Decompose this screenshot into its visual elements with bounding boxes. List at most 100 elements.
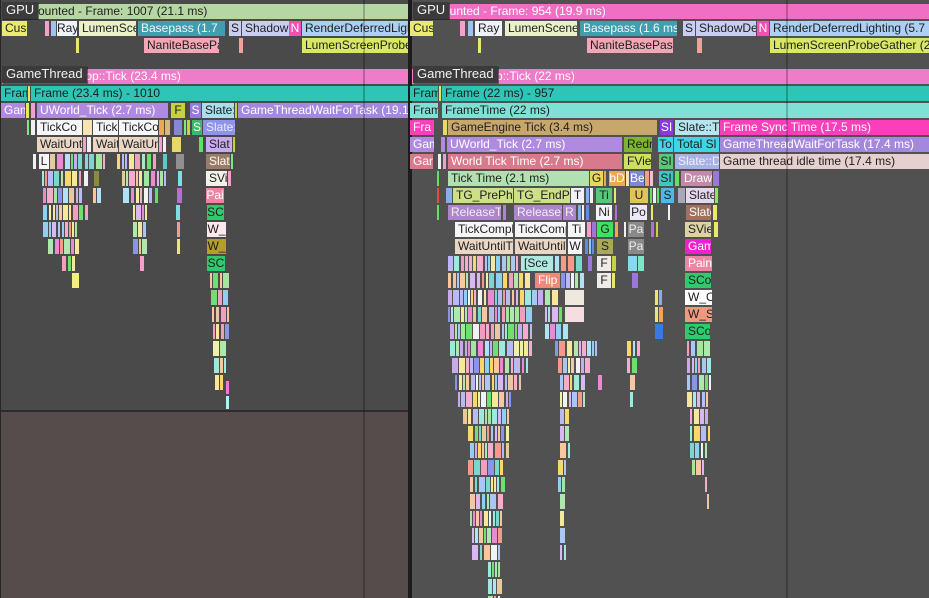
flame-bar-minor[interactable] — [457, 273, 459, 288]
flame-bar[interactable]: TG_EndPh — [514, 188, 570, 203]
flame-bar-minor[interactable] — [587, 341, 591, 356]
flame-bar[interactable]: S — [597, 239, 613, 254]
flame-bar[interactable]: LumenSce — [79, 21, 136, 36]
flame-bar-minor[interactable] — [157, 171, 159, 186]
flame-bar[interactable]: WaitUntilT — [455, 239, 513, 254]
flame-bar-minor[interactable] — [470, 511, 472, 526]
flame-bar-minor[interactable] — [627, 341, 631, 356]
flame-bar-minor[interactable] — [498, 494, 503, 509]
flame-bar[interactable] — [437, 205, 439, 220]
flame-bar-minor[interactable] — [455, 375, 457, 390]
flame-bar-minor[interactable] — [496, 511, 499, 526]
flame-bar-minor[interactable] — [223, 290, 228, 305]
flame-bar-minor[interactable] — [512, 290, 514, 305]
flame-bar-minor[interactable] — [448, 256, 453, 271]
flame-bar-minor[interactable] — [213, 324, 215, 339]
flame-bar-minor[interactable] — [136, 188, 139, 203]
flame-bar[interactable]: SI — [660, 120, 673, 135]
flame-bar[interactable] — [51, 21, 56, 36]
flame-bar-minor[interactable] — [687, 375, 690, 390]
flame-bar-minor[interactable] — [49, 222, 51, 237]
flame-bar-minor[interactable] — [564, 460, 566, 475]
flame-bar-minor[interactable] — [580, 273, 584, 288]
flame-bar[interactable] — [715, 188, 718, 203]
flame-bar-minor[interactable] — [545, 324, 549, 339]
flame-bar-minor[interactable] — [491, 324, 494, 339]
flame-bar[interactable] — [45, 21, 49, 36]
flame-bar-minor[interactable] — [502, 307, 505, 322]
flame-bar-minor[interactable] — [218, 290, 222, 305]
flame-bar-minor[interactable] — [117, 154, 120, 169]
flame-bar-minor[interactable] — [151, 171, 155, 186]
flame-bar-minor[interactable] — [697, 341, 703, 356]
flame-bar-minor[interactable] — [506, 290, 510, 305]
flame-bar[interactable]: GameEngine Tick (3.4 ms) — [448, 120, 657, 135]
flame-bar[interactable]: SCo — [685, 324, 710, 339]
flame-bar-minor[interactable] — [453, 273, 456, 288]
flame-bar[interactable]: Loop::Tick (22 ms) — [412, 69, 929, 84]
flame-bar-minor[interactable] — [581, 358, 584, 373]
flame-bar-minor[interactable] — [500, 511, 502, 526]
flame-bar[interactable]: Pai — [206, 188, 224, 203]
flame-bar-minor[interactable] — [505, 375, 507, 390]
flame-bar-minor[interactable] — [129, 171, 135, 186]
flame-bar[interactable] — [235, 103, 237, 118]
flame-bar[interactable] — [172, 137, 181, 152]
flame-bar-minor[interactable] — [704, 341, 710, 356]
flame-bar-minor[interactable] — [514, 341, 519, 356]
flame-bar-minor[interactable] — [556, 324, 561, 339]
flame-bar-minor[interactable] — [122, 154, 124, 169]
flame-bar[interactable] — [675, 171, 679, 186]
flame-bar[interactable]: Pa — [628, 239, 644, 254]
flame-bar-minor[interactable] — [97, 188, 101, 203]
flame-bar[interactable]: L — [39, 154, 49, 169]
flame-bar[interactable]: NaniteBasePas — [587, 38, 673, 53]
flame-bar-minor[interactable] — [461, 392, 465, 407]
flame-bar-minor[interactable] — [508, 324, 514, 339]
flame-bar[interactable]: Tick Time (2.1 ms) — [448, 171, 589, 186]
flame-bar[interactable]: Ni — [596, 205, 612, 220]
flame-bar[interactable]: S — [192, 120, 202, 135]
flame-bar[interactable]: RenderDeferredLighti — [302, 21, 408, 36]
flame-bar-minor[interactable] — [498, 545, 500, 560]
flame-bar-minor[interactable] — [136, 205, 141, 220]
flame-bar-minor[interactable] — [529, 341, 532, 356]
flame-bar-minor[interactable] — [58, 222, 60, 237]
flame-bar-minor[interactable] — [709, 375, 711, 390]
flame-bar-minor[interactable] — [699, 375, 704, 390]
flame-bar-minor[interactable] — [495, 426, 497, 441]
flame-bar-minor[interactable] — [486, 273, 488, 288]
flame-bar-minor[interactable] — [479, 477, 485, 492]
flame-bar[interactable] — [155, 188, 158, 203]
flame-bar-minor[interactable] — [57, 154, 63, 169]
flame-bar-minor[interactable] — [472, 528, 474, 543]
flame-bar-minor[interactable] — [468, 307, 472, 322]
flame-bar-minor[interactable] — [559, 341, 565, 356]
flame-bar-minor[interactable] — [558, 460, 563, 475]
flame-bar[interactable]: GameThreadWaitForTask (19.1 ms — [238, 103, 408, 118]
flame-bar-minor[interactable] — [498, 307, 500, 322]
flame-bar-minor[interactable] — [687, 392, 692, 407]
flame-bar-minor[interactable] — [498, 596, 500, 598]
flame-bar-minor[interactable] — [469, 256, 472, 271]
flame-bar-minor[interactable] — [560, 545, 562, 560]
flame-bar[interactable] — [94, 171, 99, 186]
flame-bar-minor[interactable] — [526, 307, 532, 322]
flame-bar-minor[interactable] — [695, 443, 699, 458]
flame-bar-minor[interactable] — [460, 273, 465, 288]
flame-bar-minor[interactable] — [62, 256, 66, 271]
flame-bar-minor[interactable] — [516, 256, 518, 271]
flame-bar[interactable]: Gam — [410, 154, 433, 169]
flame-bar[interactable] — [438, 154, 441, 169]
flame-bar[interactable]: UWorld_Tick (2.7 ms) — [447, 137, 622, 152]
flame-bar-minor[interactable] — [496, 273, 502, 288]
flame-bar[interactable] — [177, 239, 180, 254]
flame-bar-minor[interactable] — [62, 222, 64, 237]
flame-bar-minor[interactable] — [526, 358, 528, 373]
flame-bar-minor[interactable] — [562, 477, 565, 492]
flame-bar-minor[interactable] — [538, 290, 543, 305]
flame-bar-minor[interactable] — [54, 188, 57, 203]
flame-bar-minor[interactable] — [466, 324, 472, 339]
flame-bar-minor[interactable] — [126, 171, 128, 186]
flame-bar-minor[interactable] — [696, 460, 701, 475]
